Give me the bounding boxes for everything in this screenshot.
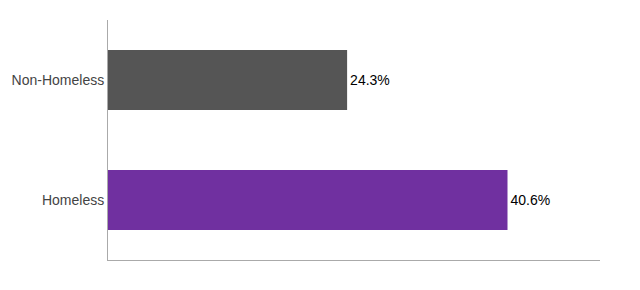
svg-text:24.3%: 24.3% (350, 72, 390, 88)
svg-text:Non-Homeless: Non-Homeless (12, 72, 105, 88)
svg-text:40.6%: 40.6% (511, 192, 551, 208)
svg-text:Homeless: Homeless (42, 192, 104, 208)
